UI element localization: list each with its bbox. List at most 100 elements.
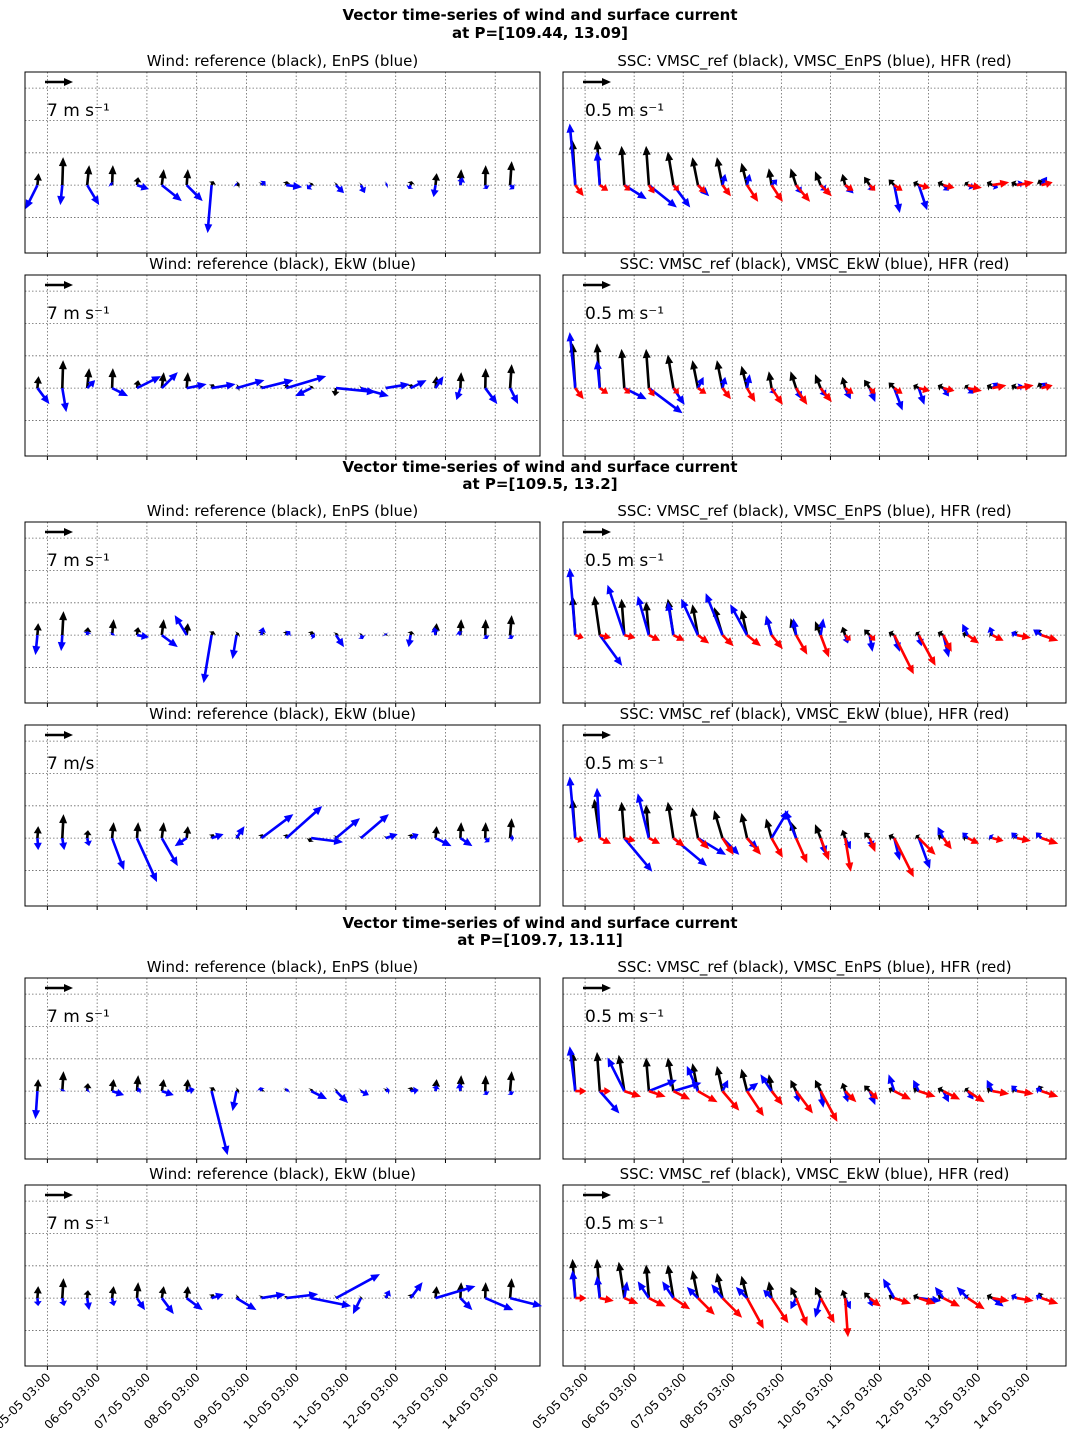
vector-arrow bbox=[57, 185, 66, 206]
vector-arrow bbox=[665, 151, 675, 186]
vector-arrow bbox=[183, 826, 192, 839]
vector-arrow bbox=[690, 360, 700, 389]
vector-arrow bbox=[133, 627, 142, 636]
vector-arrow bbox=[58, 1088, 67, 1092]
vector-arrow bbox=[918, 182, 930, 191]
vector-arrow bbox=[59, 837, 68, 851]
panel-title: SSC: VMSC_ref (black), VMSC_EnPS (blue),… bbox=[617, 502, 1011, 521]
vector-arrow bbox=[86, 184, 100, 206]
vector-arrow bbox=[942, 387, 949, 397]
panel-title: Wind: reference (black), EkW (blue) bbox=[149, 705, 416, 723]
vector-arrow bbox=[358, 634, 366, 640]
vector-arrow bbox=[258, 627, 266, 636]
vector-arrow bbox=[697, 1090, 718, 1103]
panel-title: SSC: VMSC_ref (black), VMSC_EkW (blue), … bbox=[620, 255, 1010, 274]
section-title: Vector time-series of wind and surface c… bbox=[342, 6, 737, 24]
vector-arrow bbox=[1035, 1293, 1042, 1301]
vector-arrow bbox=[986, 1079, 994, 1092]
vector-arrow bbox=[843, 837, 854, 872]
vector-arrow bbox=[992, 1088, 1010, 1097]
vector-arrow bbox=[712, 810, 724, 839]
vector-arrow bbox=[33, 623, 42, 636]
vector-arrow bbox=[484, 387, 498, 405]
vector-arrow bbox=[456, 169, 465, 186]
vector-arrow bbox=[686, 1065, 700, 1092]
vector-arrow bbox=[135, 1297, 145, 1311]
vector-arrow bbox=[690, 604, 700, 636]
vector-arrow bbox=[407, 834, 415, 839]
vector-arrow bbox=[158, 1286, 167, 1299]
vector-arrow bbox=[934, 1286, 945, 1299]
vector-arrow bbox=[763, 1289, 773, 1299]
vector-arrow bbox=[286, 182, 303, 190]
vector-arrow bbox=[431, 627, 439, 636]
vector-arrow bbox=[599, 1295, 614, 1304]
vector-arrow bbox=[331, 387, 340, 397]
vector-arrow bbox=[84, 1297, 92, 1311]
vector-arrow bbox=[840, 1289, 848, 1299]
vector-arrow bbox=[158, 822, 167, 839]
vector-arrow bbox=[967, 182, 982, 191]
vector-arrow bbox=[481, 165, 490, 186]
vector-arrow bbox=[284, 1087, 290, 1094]
vector-arrow bbox=[963, 384, 970, 390]
vector-arrow bbox=[1011, 630, 1018, 638]
vector-arrow bbox=[986, 383, 993, 391]
vector-arrow bbox=[681, 598, 700, 636]
vector-arrow bbox=[459, 837, 473, 847]
vector-arrow bbox=[744, 374, 753, 389]
vector-arrow bbox=[962, 623, 970, 636]
vector-arrow bbox=[986, 180, 993, 188]
vector-arrow bbox=[201, 634, 213, 684]
vector-arrow bbox=[456, 1075, 465, 1092]
vector-arrow bbox=[714, 1065, 724, 1092]
vector-arrow bbox=[335, 1274, 380, 1300]
key-label: 0.5 m s⁻¹ bbox=[585, 551, 664, 571]
vector-arrow bbox=[598, 1090, 620, 1114]
panel-title: SSC: VMSC_ref (black), VMSC_EkW (blue), … bbox=[620, 1165, 1010, 1184]
vector-arrow bbox=[158, 619, 167, 636]
panel-title: Wind: reference (black), EnPS (blue) bbox=[147, 502, 418, 520]
vector-arrow bbox=[637, 1281, 650, 1299]
vector-arrow bbox=[642, 145, 651, 186]
vector-arrow bbox=[914, 834, 921, 840]
vector-arrow bbox=[33, 838, 42, 851]
vector-arrow bbox=[32, 1091, 41, 1120]
vector-arrow bbox=[599, 184, 609, 191]
vector-arrow bbox=[235, 826, 245, 839]
plot-frame bbox=[562, 71, 1067, 254]
vector-arrow bbox=[893, 387, 904, 411]
vector-arrow bbox=[840, 173, 848, 186]
vector-arrow bbox=[844, 634, 851, 641]
vector-arrow bbox=[937, 826, 945, 839]
vector-arrow bbox=[672, 184, 679, 191]
vector-arrow bbox=[887, 1074, 896, 1092]
vector-arrow bbox=[844, 1090, 857, 1103]
vector-arrow bbox=[385, 832, 398, 841]
vector-arrow bbox=[307, 631, 316, 636]
key-arrow bbox=[45, 731, 73, 739]
vector-arrow bbox=[482, 1090, 490, 1096]
vector-arrow bbox=[358, 1295, 364, 1301]
vector-arrow bbox=[230, 1090, 239, 1112]
vector-arrow bbox=[575, 1087, 587, 1096]
vector-arrow bbox=[686, 1286, 699, 1299]
key-arrow bbox=[583, 984, 611, 992]
vector-arrow bbox=[136, 182, 149, 191]
vector-arrow bbox=[642, 348, 651, 389]
panel-title: SSC: VMSC_ref (black), VMSC_EkW (blue), … bbox=[620, 705, 1010, 724]
vector-arrow bbox=[84, 837, 92, 847]
key-arrow bbox=[583, 528, 611, 536]
vector-arrow bbox=[647, 387, 655, 397]
vector-arrow bbox=[672, 1297, 691, 1310]
vector-arrow bbox=[770, 810, 789, 839]
vector-arrow bbox=[986, 1086, 993, 1094]
vector-arrow bbox=[963, 181, 970, 187]
vector-arrow bbox=[435, 1284, 476, 1300]
vector-arrow bbox=[160, 372, 178, 389]
vector-arrow bbox=[360, 814, 389, 840]
vector-arrow bbox=[843, 1298, 852, 1338]
vector-arrow bbox=[721, 1079, 729, 1092]
vector-arrow bbox=[57, 635, 66, 652]
